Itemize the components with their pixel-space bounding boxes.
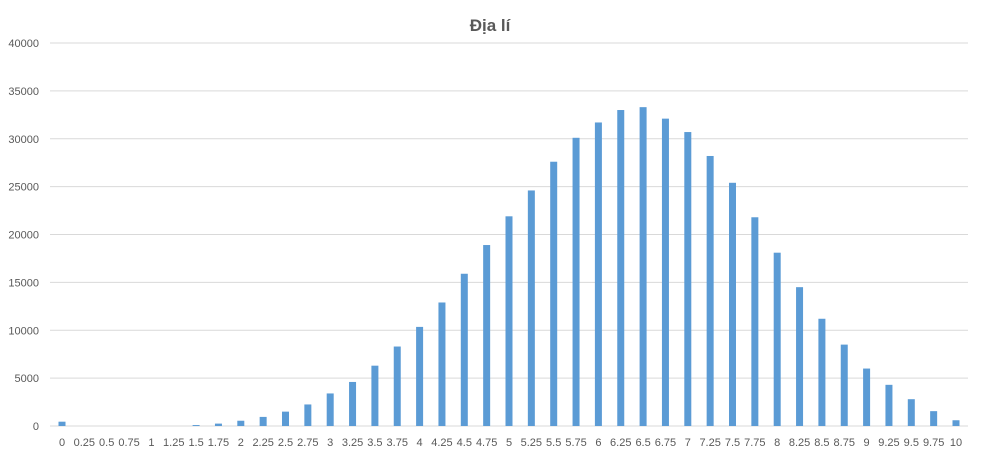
bar — [259, 416, 267, 426]
bar — [840, 344, 848, 426]
x-tick-label: 6.25 — [610, 437, 631, 449]
bar — [773, 252, 781, 426]
x-tick-label: 3.5 — [367, 437, 382, 449]
bar — [527, 190, 535, 426]
x-tick-label: 2.75 — [297, 437, 318, 449]
x-tick-label: 6 — [595, 437, 601, 449]
x-tick-label: 5 — [506, 437, 512, 449]
bar — [393, 346, 401, 426]
x-tick-label: 2.5 — [278, 437, 293, 449]
bar — [952, 420, 960, 426]
bar — [751, 217, 759, 426]
bar — [460, 273, 468, 426]
bar — [505, 216, 513, 426]
x-tick-label: 2 — [238, 437, 244, 449]
x-tick-label: 2.25 — [252, 437, 273, 449]
x-tick-label: 8.75 — [834, 437, 855, 449]
bar — [371, 365, 379, 426]
bar — [617, 110, 625, 427]
x-tick-label: 1.75 — [208, 437, 229, 449]
x-tick-label: 10 — [950, 437, 962, 449]
x-tick-label: 0.25 — [74, 437, 95, 449]
x-tick-label: 3.25 — [342, 437, 363, 449]
x-tick-label: 9.75 — [923, 437, 944, 449]
y-tick-label: 15000 — [8, 277, 39, 289]
bar — [304, 404, 312, 426]
y-tick-label: 30000 — [8, 134, 39, 146]
x-tick-label: 3 — [327, 437, 333, 449]
bar — [282, 411, 289, 426]
x-tick-label: 7.5 — [725, 437, 740, 449]
bar — [416, 326, 424, 426]
bar — [706, 155, 714, 427]
x-tick-label: 9 — [864, 437, 870, 449]
bar — [907, 399, 915, 426]
bar — [930, 411, 938, 426]
x-tick-label: 4.75 — [476, 437, 497, 449]
x-tick-label: 3.75 — [387, 437, 408, 449]
x-tick-label: 9.25 — [878, 437, 899, 449]
bar — [684, 132, 692, 427]
bar — [58, 421, 66, 426]
x-tick-label: 1 — [148, 437, 154, 449]
x-tick-label: 5.5 — [546, 437, 561, 449]
bar — [237, 420, 245, 426]
bar — [639, 107, 647, 426]
x-tick-label: 0.75 — [118, 437, 139, 449]
bar — [594, 122, 602, 426]
bar — [349, 381, 357, 426]
y-tick-label: 10000 — [8, 325, 39, 337]
x-tick-label: 1.5 — [188, 437, 203, 449]
x-tick-label: 4.25 — [431, 437, 452, 449]
bar — [438, 302, 446, 426]
bar — [863, 368, 871, 426]
bar — [796, 287, 804, 426]
bar — [818, 318, 826, 426]
bar — [483, 245, 491, 426]
bar — [192, 425, 200, 426]
x-tick-label: 8 — [774, 437, 780, 449]
bar — [326, 393, 334, 426]
bar — [729, 182, 736, 426]
y-tick-label: 25000 — [8, 182, 39, 194]
y-tick-label: 40000 — [8, 38, 39, 50]
x-tick-label: 6.5 — [635, 437, 650, 449]
bar — [214, 423, 222, 426]
bar — [661, 118, 669, 426]
x-tick-label: 4 — [417, 437, 423, 449]
x-tick-label: 1.25 — [163, 437, 184, 449]
x-tick-label: 7.75 — [744, 437, 765, 449]
x-tick-label: 5.75 — [565, 437, 586, 449]
y-tick-label: 5000 — [15, 373, 39, 385]
bar — [550, 161, 558, 427]
x-tick-label: 7.25 — [699, 437, 720, 449]
bar — [572, 137, 580, 427]
y-tick-label: 35000 — [8, 86, 39, 98]
y-tick-label: 0 — [33, 421, 39, 433]
x-tick-label: 6.75 — [655, 437, 676, 449]
chart-title: Địa lí — [470, 16, 512, 35]
y-tick-label: 20000 — [8, 230, 39, 242]
x-tick-label: 5.25 — [521, 437, 542, 449]
x-tick-label: 7 — [685, 437, 691, 449]
x-tick-label: 0.5 — [99, 437, 114, 449]
x-tick-label: 4.5 — [457, 437, 472, 449]
x-tick-label: 8.25 — [789, 437, 810, 449]
bar — [885, 384, 893, 426]
x-tick-label: 8.5 — [814, 437, 829, 449]
x-tick-label: 0 — [59, 437, 65, 449]
x-tick-label: 9.5 — [904, 437, 919, 449]
